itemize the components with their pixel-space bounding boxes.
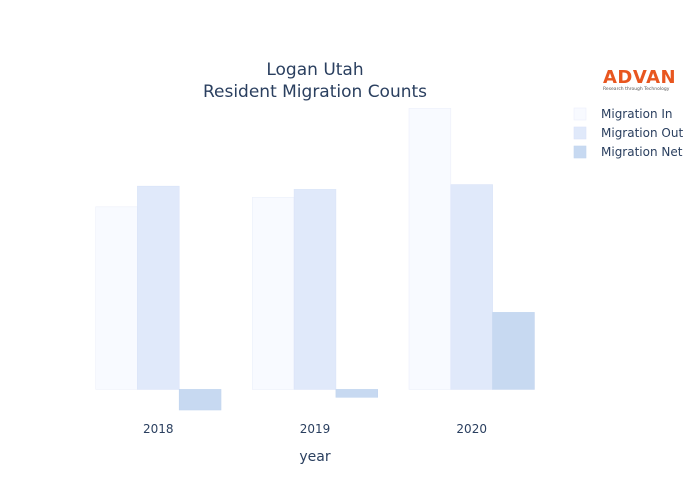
legend-item-migration-net[interactable]: Migration Net: [573, 145, 683, 159]
bar-migration-out-2019[interactable]: [293, 189, 337, 390]
legend[interactable]: Migration In Migration Out Migration Net: [573, 107, 683, 159]
bar-migration-net-2018[interactable]: [178, 389, 222, 411]
legend-label: Migration Out: [601, 126, 683, 140]
legend-item-migration-out[interactable]: Migration Out: [573, 126, 683, 140]
bar-migration-out-2018[interactable]: [137, 185, 180, 390]
bar-migration-out-2020[interactable]: [450, 184, 493, 390]
bar-migration-net-2019[interactable]: [335, 389, 378, 398]
legend-label: Migration Net: [601, 145, 683, 159]
chart-title: Logan Utah Resident Migration Counts: [203, 60, 427, 102]
x-axis-ticks: 2018 2019 2020: [143, 422, 487, 436]
chart-title-line-1: Logan Utah: [266, 60, 363, 80]
advan-logo-text: ADVAN: [603, 67, 676, 88]
x-tick-label-2018: 2018: [143, 422, 174, 436]
legend-label: Migration In: [601, 107, 673, 121]
x-axis-title: year: [299, 449, 330, 465]
x-tick-label-2020: 2020: [456, 422, 487, 436]
legend-swatch: [573, 145, 587, 159]
plot-area: [95, 108, 535, 411]
bar-migration-in-2019[interactable]: [252, 197, 295, 390]
advan-logo: ADVAN Research through Technology: [603, 67, 676, 92]
chart-title-line-2: Resident Migration Counts: [203, 82, 427, 102]
bar-migration-in-2018[interactable]: [95, 206, 138, 390]
legend-swatch: [573, 126, 587, 140]
legend-swatch: [573, 107, 587, 121]
x-tick-label-2019: 2019: [300, 422, 331, 436]
bar-migration-net-2020[interactable]: [492, 312, 535, 390]
legend-item-migration-in[interactable]: Migration In: [573, 107, 673, 121]
advan-logo-tagline: Research through Technology: [603, 86, 670, 92]
bar-migration-in-2020[interactable]: [408, 108, 452, 390]
